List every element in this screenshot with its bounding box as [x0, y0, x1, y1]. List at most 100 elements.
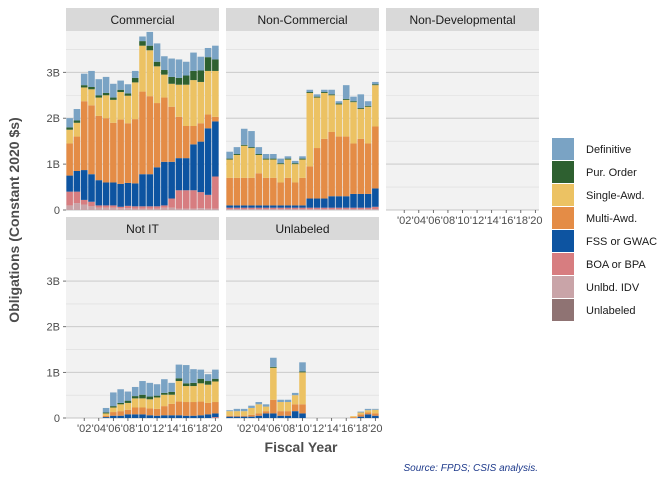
bar-segment — [255, 413, 263, 416]
bar-segment — [117, 206, 124, 209]
bar-segment — [190, 190, 197, 209]
bar-segment — [190, 369, 197, 383]
bar-segment — [102, 182, 110, 206]
bar-segment — [80, 199, 88, 205]
bar-segment — [350, 417, 357, 418]
bar-segment — [204, 384, 212, 403]
bar-segment — [124, 84, 132, 94]
bar-segment — [233, 416, 241, 418]
bar-segment — [102, 407, 110, 413]
legend-swatch — [552, 184, 574, 206]
legend-swatch — [552, 138, 574, 160]
legend-label: Multi-Awd. — [586, 213, 637, 225]
bar-segment — [102, 412, 110, 414]
bar-segment — [73, 109, 81, 121]
bar-segment — [146, 396, 154, 400]
x-tick-label: '04 — [252, 423, 266, 435]
bar-segment — [270, 154, 277, 159]
bar-segment — [131, 208, 139, 210]
bar-segment — [262, 159, 270, 178]
bar-segment — [248, 205, 255, 208]
bar-segment — [204, 194, 212, 209]
facet-strip — [66, 217, 219, 240]
bar-segment — [66, 175, 73, 192]
bar-segment — [161, 379, 168, 393]
bar-segment — [277, 402, 284, 412]
x-axis-title: Fiscal Year — [265, 439, 338, 455]
x-tick-label: '04 — [412, 215, 426, 227]
bar-segment — [372, 206, 379, 210]
bar-segment — [255, 209, 263, 210]
bar-segment — [284, 209, 292, 210]
bar-segment — [131, 82, 139, 120]
bar-segment — [161, 406, 168, 416]
bar-segment — [248, 209, 255, 210]
bar-segment — [321, 207, 328, 210]
bar-segment — [131, 386, 139, 397]
bar-segment — [328, 207, 335, 210]
bar-segment — [262, 411, 270, 414]
bar-segment — [182, 386, 190, 403]
bar-segment — [372, 84, 379, 86]
bar-segment — [95, 180, 103, 206]
bar-segment — [262, 177, 270, 206]
bar-segment — [110, 406, 117, 408]
bar-segment — [117, 415, 124, 418]
bar-segment — [146, 208, 154, 210]
bar-segment — [204, 208, 212, 210]
facet-panel: Not IT — [66, 217, 219, 419]
x-tick-label: '16 — [339, 423, 353, 435]
bar-segment — [95, 95, 103, 98]
bar-segment — [372, 85, 379, 127]
bar-segment — [139, 381, 146, 395]
bar-segment — [153, 408, 161, 416]
bar-segment — [277, 158, 284, 164]
bar-segment — [372, 413, 379, 416]
bar-segment — [190, 80, 197, 127]
bar-segment — [168, 403, 175, 416]
facet-label: Non-Developmental — [409, 13, 515, 27]
bar-segment — [299, 371, 306, 373]
bar-segment — [364, 143, 372, 194]
bar-segment — [233, 207, 241, 210]
bar-segment — [153, 395, 161, 398]
bar-segment — [233, 205, 241, 208]
bar-segment — [197, 369, 205, 379]
bar-segment — [66, 143, 73, 176]
bar-segment — [102, 118, 110, 183]
bar-segment — [248, 207, 255, 210]
x-tick-label: '02 — [397, 215, 411, 227]
bar-segment — [248, 177, 255, 206]
bar-segment — [299, 158, 306, 160]
bar-segment — [255, 173, 263, 206]
bar-segment — [299, 205, 306, 208]
bar-segment — [262, 154, 270, 159]
bar-segment — [240, 205, 248, 208]
facet-strip — [66, 8, 219, 31]
y-tick-label: 0 — [54, 413, 60, 425]
x-tick-label: '16 — [499, 215, 513, 227]
bar-segment — [233, 154, 241, 155]
bar-segment — [204, 114, 212, 129]
bar-segment — [110, 412, 117, 416]
bar-segment — [131, 183, 139, 207]
bar-segment — [284, 177, 292, 206]
bar-segment — [95, 115, 103, 181]
bar-segment — [357, 109, 365, 139]
legend-label: Unlbd. IDV — [586, 282, 640, 294]
y-axis: 0 1B 2B 3B 0 1B 2B 3B — [47, 67, 66, 425]
bar-segment — [233, 209, 241, 210]
bar-segment — [262, 205, 270, 208]
bar-segment — [299, 209, 306, 210]
bar-segment — [190, 386, 197, 403]
bar-segment — [233, 408, 241, 412]
bar-segment — [80, 85, 88, 88]
bar-segment — [110, 392, 117, 407]
bar-segment — [124, 208, 132, 210]
bar-segment — [226, 411, 233, 416]
bar-segment — [168, 83, 175, 107]
bar-segment — [197, 81, 205, 124]
bar-segment — [306, 166, 314, 199]
bar-segment — [80, 170, 88, 200]
bar-segment — [335, 207, 343, 210]
